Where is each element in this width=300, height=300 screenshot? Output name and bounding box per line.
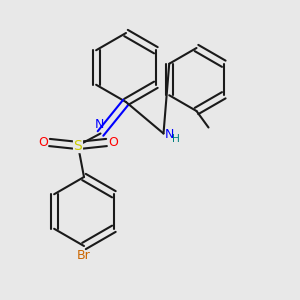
Text: O: O: [38, 136, 48, 149]
Text: N: N: [165, 128, 174, 142]
Text: H: H: [172, 134, 180, 144]
Text: Br: Br: [77, 249, 91, 262]
Text: O: O: [108, 136, 118, 149]
Text: S: S: [74, 139, 82, 152]
Text: N: N: [94, 118, 104, 131]
